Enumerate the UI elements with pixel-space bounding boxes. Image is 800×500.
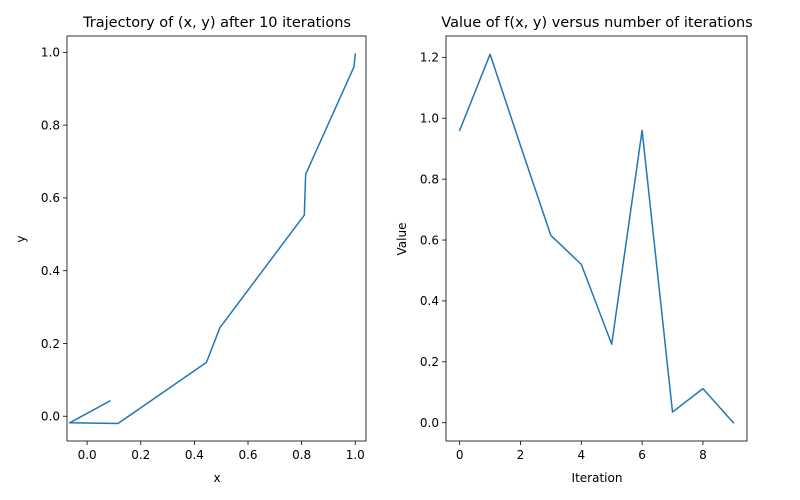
value-y-tick-label: 0.0 <box>420 416 439 430</box>
trajectory-chart: Trajectory of (x, y) after 10 iterations… <box>14 15 367 485</box>
value-y-axis-label: Value <box>395 223 409 256</box>
trajectory-axes-frame <box>66 35 367 442</box>
value-y-tick-label: 1.0 <box>420 112 439 126</box>
value-y-tick-label: 1.2 <box>420 51 439 65</box>
value-chart: Value of f(x, y) versus number of iterat… <box>395 15 753 485</box>
trajectory-x-axis-label: x <box>213 471 220 485</box>
trajectory-series-line <box>68 53 357 425</box>
value-series-line <box>458 53 735 424</box>
value-x-tick-label: 2 <box>517 448 525 462</box>
trajectory-x-tick-label: 0.0 <box>78 448 97 462</box>
trajectory-y-tick-label: 0.6 <box>41 191 60 205</box>
trajectory-y-tick-label: 0.4 <box>41 264 60 278</box>
value-x-tick-label: 8 <box>699 448 707 462</box>
trajectory-y-tick-label: 1.0 <box>41 46 60 60</box>
value-plot-area: 0 2 4 6 8 0.0 0.2 0.4 0.6 0.8 1.0 1.2 <box>420 35 748 462</box>
trajectory-x-tick-label: 0.8 <box>292 448 311 462</box>
trajectory-x-tick-label: 0.2 <box>131 448 150 462</box>
value-axes-frame <box>445 35 748 442</box>
value-x-axis-label: Iteration <box>572 471 623 485</box>
value-x-tick-label: 6 <box>638 448 646 462</box>
trajectory-y-tick-label: 0.2 <box>41 337 60 351</box>
trajectory-x-tick-label: 0.6 <box>238 448 257 462</box>
value-chart-title: Value of f(x, y) versus number of iterat… <box>441 15 752 31</box>
trajectory-x-tick-label: 1.0 <box>346 448 365 462</box>
value-x-tick-label: 0 <box>456 448 464 462</box>
value-x-tick-label: 4 <box>577 448 585 462</box>
trajectory-y-tick-label: 0.8 <box>41 118 60 132</box>
value-y-tick-label: 0.6 <box>420 233 439 247</box>
value-y-tick-label: 0.2 <box>420 355 439 369</box>
trajectory-y-axis-label: y <box>14 235 28 242</box>
trajectory-x-tick-label: 0.4 <box>185 448 204 462</box>
trajectory-chart-title: Trajectory of (x, y) after 10 iterations <box>82 15 351 31</box>
value-y-tick-label: 0.8 <box>420 172 439 186</box>
trajectory-plot-area: 0.0 0.2 0.4 0.6 0.8 1.0 0.0 0.2 0.4 0.6 0.8 1.0 <box>41 35 367 462</box>
value-y-tick-label: 0.4 <box>420 294 439 308</box>
trajectory-y-tick-label: 0.0 <box>41 410 60 424</box>
